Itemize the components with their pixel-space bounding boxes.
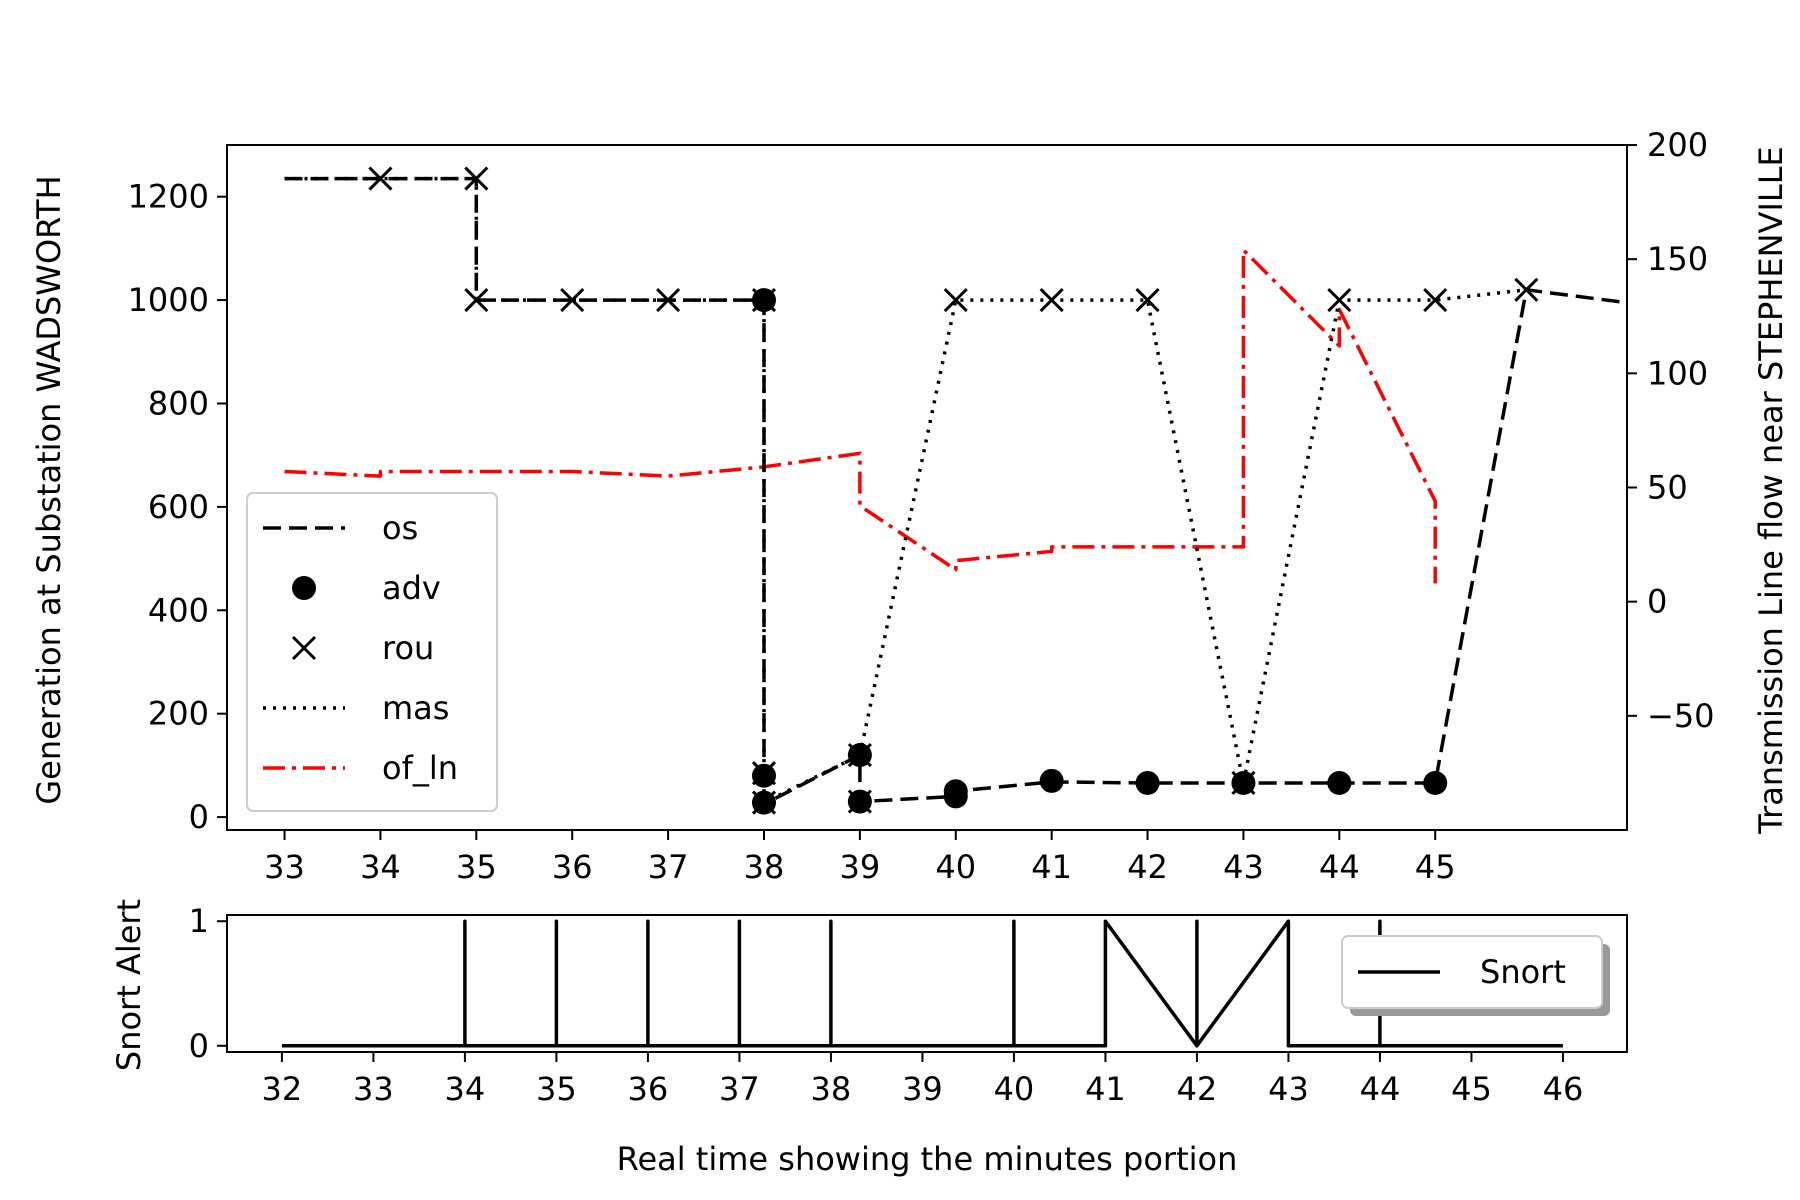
legend-marker [291, 635, 317, 661]
legend-label: rou [382, 629, 434, 667]
legend-marker [292, 576, 316, 600]
plot-area [284, 166, 1627, 815]
x-tick-label: 45 [1415, 848, 1456, 886]
y2-tick-label: 150 [1647, 240, 1708, 278]
legend-item-adv: adv [292, 569, 441, 607]
series-point-rou [464, 166, 489, 191]
legend-item-os: os [263, 509, 418, 547]
snort-x-tick-label: 38 [811, 1070, 852, 1108]
series-point-rou [1423, 288, 1448, 313]
y2-tick-label: 50 [1647, 469, 1688, 507]
snort-y-axis-label: Snort Alert [110, 899, 148, 1071]
series-point-rou [1039, 288, 1064, 313]
series-point-rou [1231, 770, 1256, 796]
y-tick-label: 400 [148, 591, 209, 629]
series-line-of_ln [284, 248, 1437, 584]
y-tick-label: 0 [189, 798, 209, 836]
snort-y-tick-label: 1 [189, 902, 209, 940]
x-tick-label: 36 [552, 848, 593, 886]
series-point-adv [1135, 770, 1160, 795]
y-tick-label: 1200 [128, 178, 209, 216]
snort-chart-axes: 32 33 34 35 36 37 38 39 40 41 42 43 44 45 46 0 1 Snort [189, 902, 1628, 1108]
y-axis-label-right: Transmission Line flow near STEPHENVILLE [1752, 146, 1790, 835]
series-point-rou [1514, 277, 1539, 302]
y2-tick-label: 100 [1647, 354, 1708, 392]
snort-x-tick-label: 32 [262, 1070, 303, 1108]
snort-x-tick-label: 45 [1451, 1070, 1492, 1108]
series-line-os [284, 176, 1627, 806]
legend-label: mas [382, 689, 449, 727]
series-point-rou [751, 790, 777, 815]
x-tick-label: 43 [1223, 848, 1264, 886]
snort-x-tick-label: 40 [994, 1070, 1035, 1108]
snort-x-tick-label: 37 [719, 1070, 760, 1108]
legend-label: adv [382, 569, 441, 607]
snort-x-tick-label: 41 [1085, 1070, 1126, 1108]
series-point-rou [656, 288, 681, 313]
snort-legend: Snort [1341, 935, 1610, 1016]
y-tick-label: 200 [148, 695, 209, 733]
x-tick-label: 39 [840, 848, 881, 886]
x-tick-label: 42 [1127, 848, 1168, 886]
series-point-rou [751, 761, 777, 786]
y-tick-label: 800 [148, 384, 209, 422]
y2-tick-label: 0 [1647, 583, 1667, 621]
series-line-Snort [281, 919, 1563, 1048]
x-tick-label: 35 [456, 848, 497, 886]
series-point-rou [1327, 288, 1352, 313]
series-point-rou [1135, 288, 1160, 313]
x-tick-label: 41 [1031, 848, 1072, 886]
snort-x-tick-label: 33 [353, 1070, 394, 1108]
series-point-adv [943, 779, 968, 804]
x-tick-label: 33 [264, 848, 305, 886]
x-tick-label: 37 [648, 848, 689, 886]
x-tick-label: 34 [360, 848, 401, 886]
series-point-adv [751, 763, 776, 788]
series-point-rou [943, 288, 968, 313]
snort-x-tick-label: 39 [902, 1070, 943, 1108]
series-point-rou [847, 742, 872, 768]
snort-plot-frame [226, 914, 1628, 1053]
snort-legend-label: Snort [1480, 953, 1566, 991]
legend-label: of_ln [382, 749, 458, 787]
snort-x-tick-label: 36 [628, 1070, 669, 1108]
y2-tick-label: −50 [1647, 697, 1715, 735]
x-tick-label: 40 [935, 848, 976, 886]
snort-x-tick-label: 35 [536, 1070, 577, 1108]
x-axis-label: Real time showing the minutes portion [617, 1140, 1238, 1178]
y2-tick-label: 200 [1647, 126, 1708, 164]
snort-x-tick-label: 43 [1268, 1070, 1309, 1108]
series-point-adv [1039, 768, 1064, 793]
snort-x-tick-label: 34 [445, 1070, 486, 1108]
legend-box [246, 492, 498, 812]
series-point-rou [847, 789, 872, 814]
legend: os adv rou mas of_ln [246, 492, 498, 812]
series-point-adv [1327, 770, 1352, 795]
snort-x-tick-label: 42 [1177, 1070, 1218, 1108]
legend-item-rou: rou [291, 629, 434, 667]
main-chart-axes: 33 34 35 36 37 38 39 40 41 42 43 44 45 0 200 400 600 800 1… [128, 126, 1715, 886]
legend-label: os [382, 509, 418, 547]
snort-y-tick-label: 0 [189, 1027, 209, 1065]
series-point-rou [368, 166, 393, 191]
legend-item-of_ln: of_ln [263, 749, 458, 787]
series-point-rou [560, 288, 585, 313]
snort-legend-box [1341, 935, 1603, 1009]
x-tick-label: 44 [1319, 848, 1360, 886]
y-axis-label-left: Generation at Substation WADSWORTH [30, 175, 68, 804]
series-point-rou [751, 288, 777, 313]
series-point-adv [1423, 770, 1448, 795]
snort-x-tick-label: 44 [1360, 1070, 1401, 1108]
snort-x-tick-label: 46 [1543, 1070, 1584, 1108]
y-tick-label: 1000 [128, 281, 209, 319]
x-tick-label: 38 [744, 848, 785, 886]
y-tick-label: 600 [148, 488, 209, 526]
legend-item-mas: mas [263, 689, 449, 727]
series-point-rou [464, 288, 489, 313]
